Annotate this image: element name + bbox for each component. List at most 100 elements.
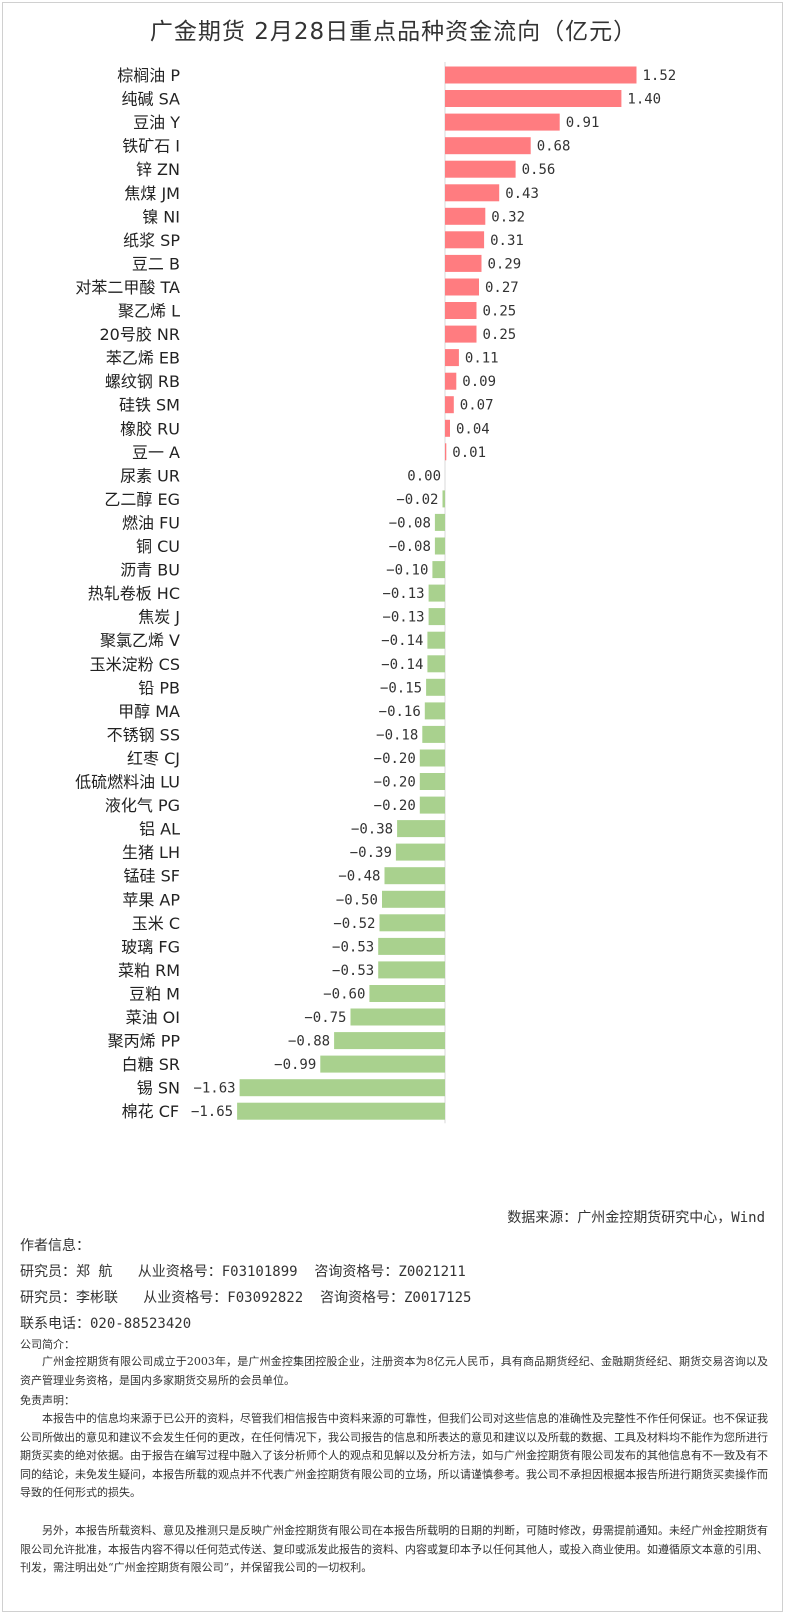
bar — [445, 254, 482, 272]
category-label: 不锈钢 SS — [107, 725, 180, 744]
category-label: 燃油 FU — [122, 513, 180, 532]
category-label: 生猪 LH — [122, 843, 180, 862]
bar — [384, 867, 445, 885]
value-label: 0.01 — [452, 445, 486, 461]
value-label: −0.08 — [389, 539, 431, 555]
category-label: 镍 NI — [142, 207, 180, 226]
value-label: −0.88 — [288, 1034, 330, 1050]
value-label: 0.29 — [488, 256, 522, 272]
category-label: 尿素 UR — [120, 466, 180, 485]
category-label: 橡胶 RU — [120, 419, 180, 438]
value-label: −0.38 — [351, 822, 393, 838]
value-label: 0.32 — [491, 209, 525, 225]
value-label: 0.56 — [522, 162, 556, 178]
value-label: −0.60 — [323, 987, 365, 1003]
value-label: −0.53 — [332, 939, 374, 955]
bar — [428, 608, 445, 626]
value-label: −0.16 — [379, 704, 421, 720]
data-source: 数据来源：广州金控期货研究中心，Wind — [507, 1210, 765, 1226]
bar — [434, 537, 445, 555]
value-label: −0.48 — [338, 869, 380, 885]
value-label: 0.27 — [485, 280, 519, 296]
category-label: 聚氯乙烯 V — [100, 631, 180, 650]
bar — [419, 796, 445, 814]
value-label: −0.10 — [386, 563, 428, 579]
category-label: 对苯二甲酸 TA — [75, 278, 180, 297]
value-label: −0.20 — [374, 798, 416, 814]
category-label: 20号胶 NR — [99, 325, 180, 344]
value-label: −0.53 — [332, 963, 374, 979]
bar — [382, 890, 445, 908]
value-label: −0.13 — [382, 610, 424, 626]
bar — [445, 419, 450, 437]
value-label: 0.07 — [460, 398, 494, 414]
bar — [334, 1032, 445, 1050]
category-label: 铅 PB — [138, 678, 180, 697]
bar — [445, 137, 531, 155]
value-label: 0.25 — [483, 327, 517, 343]
category-label: 白糖 SR — [122, 1055, 180, 1074]
category-label: 红枣 CJ — [127, 749, 180, 768]
disclaimer-heading: 免责声明： — [20, 1394, 75, 1407]
category-label: 玉米 C — [132, 914, 180, 933]
value-label: −0.18 — [376, 727, 418, 743]
category-label: 棉花 CF — [122, 1102, 179, 1121]
value-label: −0.50 — [336, 892, 378, 908]
bar — [442, 490, 445, 508]
bar — [369, 985, 445, 1002]
company-heading: 公司简介： — [20, 1338, 75, 1351]
value-label: 0.91 — [566, 115, 600, 131]
bar — [445, 90, 622, 107]
category-label: 豆二 B — [132, 254, 180, 273]
category-label: 螺纹钢 RB — [105, 372, 180, 391]
bar — [422, 725, 445, 743]
value-label: −0.20 — [374, 775, 416, 791]
bar — [445, 372, 457, 390]
value-label: −1.65 — [191, 1104, 233, 1120]
category-label: 苯乙烯 EB — [106, 349, 180, 368]
bar — [445, 231, 485, 249]
category-label: 铁矿石 I — [122, 137, 180, 156]
bar — [445, 207, 486, 225]
value-label: 0.68 — [537, 139, 571, 155]
category-label: 苹果 AP — [122, 890, 180, 909]
category-label: 豆油 Y — [133, 113, 180, 132]
bar — [445, 396, 454, 414]
category-label: 玉米淀粉 CS — [90, 655, 180, 674]
value-label: −0.14 — [381, 633, 423, 649]
category-label: 豆一 A — [132, 443, 180, 462]
bar — [426, 678, 445, 696]
category-label: 锰硅 SF — [124, 867, 180, 886]
bar — [237, 1102, 445, 1120]
category-label: 菜油 OI — [126, 1008, 180, 1027]
value-label: −1.63 — [193, 1081, 235, 1097]
category-label: 沥青 BU — [120, 561, 180, 580]
value-label: −0.08 — [389, 515, 431, 531]
value-label: −0.14 — [381, 657, 423, 673]
bar — [445, 113, 560, 131]
category-label: 热轧卷板 HC — [88, 584, 180, 603]
value-label: −0.39 — [350, 845, 392, 861]
bar — [378, 961, 445, 979]
bar — [445, 278, 479, 296]
value-label: 1.40 — [627, 92, 661, 108]
value-label: −0.13 — [382, 586, 424, 602]
bar — [378, 937, 445, 955]
category-label: 纸浆 SP — [123, 231, 180, 250]
disclaimer-paragraph-1: 本报告中的信息均来源于已公开的资料，尽管我们相信报告中资料来源的可靠性，但我们公… — [20, 1412, 768, 1499]
bar-chart: 棕榈油 P 1.52 纯碱 SA 1.40 豆油 Y 0.91 铁矿石 I 0.68 锌 ZN 0… — [75, 62, 676, 1124]
value-label: −0.02 — [396, 492, 438, 508]
category-label: 低硫燃料油 LU — [75, 773, 180, 792]
author-line-1: 研究员：郑 航 从业资格号：F03101899 咨询资格号：Z0021211 — [20, 1264, 466, 1280]
category-label: 铝 AL — [139, 820, 180, 839]
category-label: 焦炭 J — [138, 608, 180, 627]
bar — [395, 843, 445, 861]
category-label: 液化气 PG — [105, 796, 180, 815]
value-label: 0.04 — [456, 421, 490, 437]
category-label: 棕榈油 P — [117, 66, 180, 85]
value-label: 0.00 — [407, 468, 441, 484]
bar — [445, 302, 477, 319]
bar — [419, 773, 445, 790]
company-text: 广州金控期货有限公司成立于2003年，是广州金控集团控股企业，注册资本为8亿元人… — [20, 1355, 768, 1387]
